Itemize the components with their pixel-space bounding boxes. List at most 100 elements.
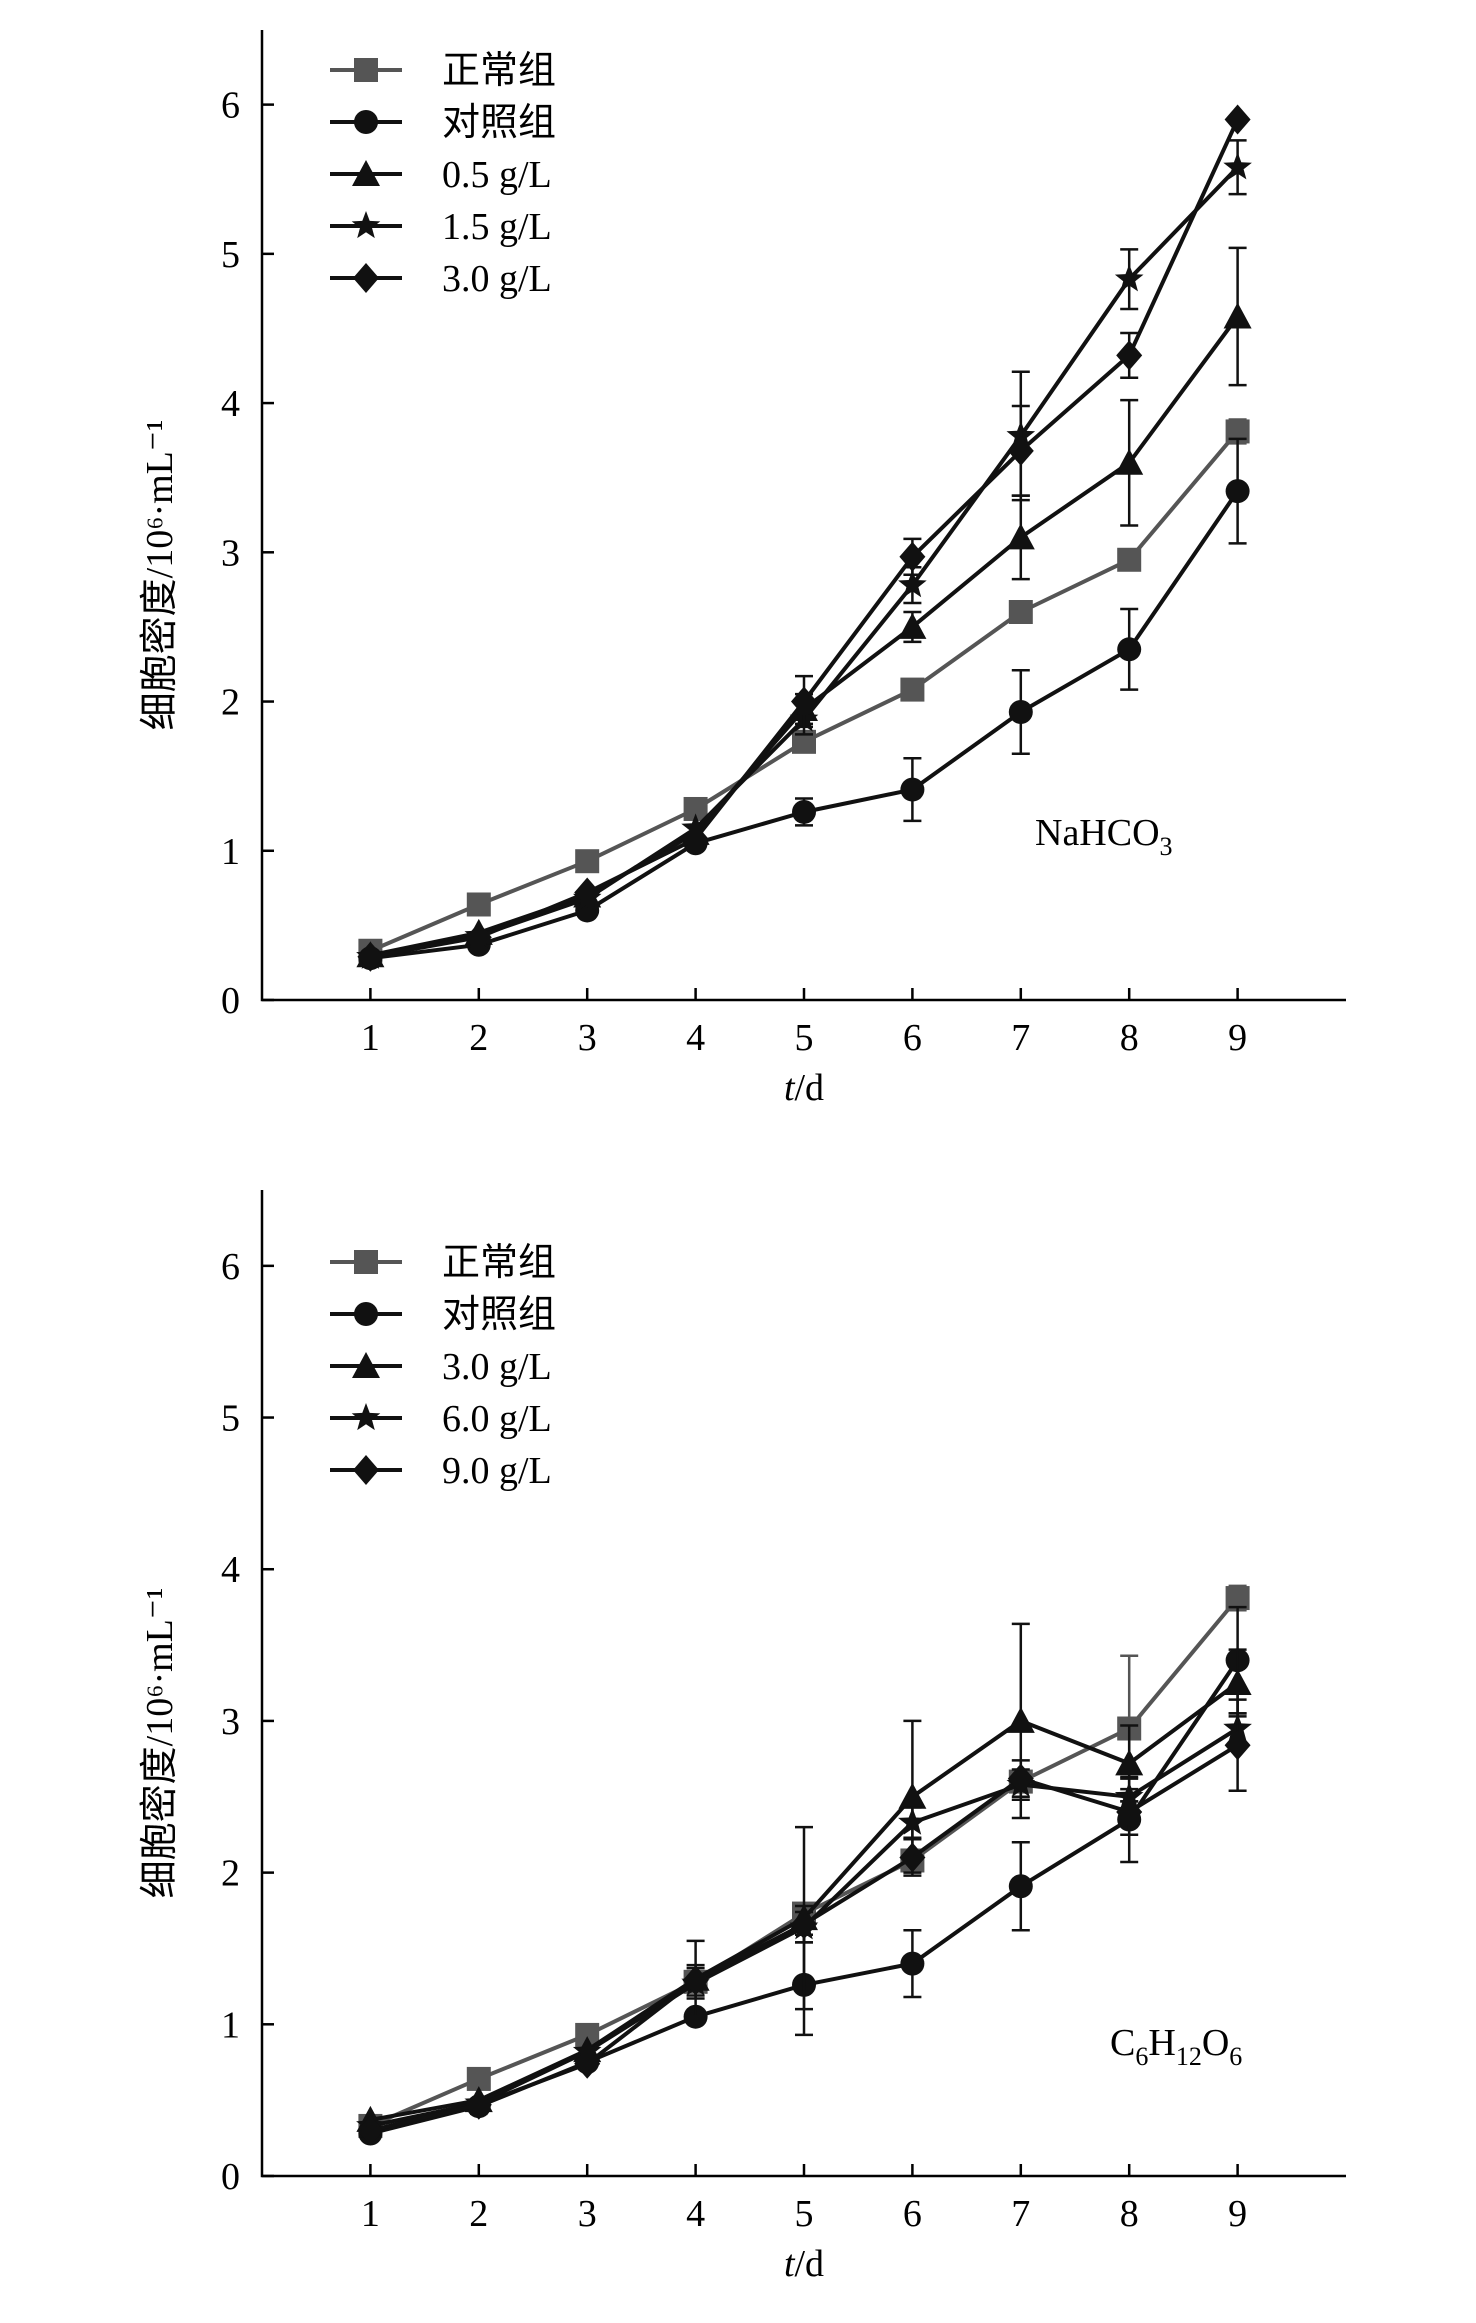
data-point [466,892,491,917]
chart-annotation: NaHCO3 [1035,812,1173,861]
y-tick-label: 3 [221,1701,240,1743]
data-point [1008,600,1033,624]
legend-label: 正常组 [442,1242,556,1284]
y-tick-label: 2 [221,682,240,724]
data-point [574,877,601,908]
x-axis-title: t/d [784,2243,824,2285]
x-tick-label: 4 [686,2193,705,2235]
data-point [1007,435,1034,466]
legend-label: 1.5 g/L [442,206,552,248]
x-tick-label: 2 [469,1017,488,1059]
y-tick-label: 1 [221,831,240,873]
data-point [1006,1706,1035,1733]
legend-label: 对照组 [442,102,556,144]
data-point [1007,1763,1034,1794]
data-point [898,1807,927,1835]
series-4 [357,104,1251,972]
legend-label: 3.0 g/L [442,1346,552,1388]
data-point [899,541,926,572]
data-point [1225,479,1250,504]
x-tick-label: 9 [1228,1017,1247,1059]
y-tick-label: 3 [221,532,240,574]
data-point [898,1782,927,1809]
data-point [792,799,816,824]
legend-label: 对照组 [442,1294,556,1336]
legend-label: 9.0 g/L [442,1450,552,1492]
data-point [1117,547,1142,572]
data-point [1117,637,1142,662]
data-point [1115,1749,1144,1776]
data-point [900,777,925,802]
series-4 [357,1698,1251,2146]
data-point [575,849,600,874]
x-tick-label: 3 [578,2193,597,2235]
y-tick-label: 6 [221,85,240,127]
legend-label: 正常组 [442,50,556,92]
data-point [1006,523,1035,550]
legend-marker [351,211,381,239]
legend-label: 0.5 g/L [442,154,552,196]
data-point [898,570,927,598]
data-point [1008,1874,1033,1899]
y-tick-label: 0 [221,2156,240,2198]
chart-annotation: C6H12O6 [1110,2022,1242,2071]
data-point [791,686,817,717]
legend-label: 3.0 g/L [442,258,552,300]
x-tick-label: 5 [795,1017,814,1059]
data-point [465,922,492,953]
y-tick-label: 4 [221,1549,240,1591]
legend-marker [353,263,379,293]
legend-marker [351,1403,381,1431]
legend-marker [354,1302,378,1326]
data-point [1224,104,1251,135]
y-tick-label: 6 [221,1246,240,1288]
data-point [899,1842,926,1873]
legend-marker [354,58,378,82]
x-tick-label: 8 [1120,2193,1139,2235]
series-line [369,315,1240,958]
x-tick-label: 8 [1120,1017,1139,1059]
data-point [1223,302,1252,329]
y-tick-label: 4 [221,383,240,425]
x-tick-label: 1 [361,2193,380,2235]
x-tick-label: 7 [1011,1017,1030,1059]
legend-marker [354,110,378,134]
data-point [465,2089,492,2120]
x-axis-title: t/d [784,1067,824,1109]
axes-frame [260,30,1346,1002]
data-point [900,1951,925,1976]
data-point [1223,1669,1252,1695]
data-point [898,612,927,639]
y-tick-label: 5 [221,1398,240,1440]
y-tick-label: 2 [221,1853,240,1895]
data-point [791,1909,817,1940]
legend-marker [352,1352,380,1378]
x-tick-label: 4 [686,1017,705,1059]
data-point [1008,699,1033,724]
data-point [1224,1730,1251,1761]
x-tick-label: 6 [903,1017,922,1059]
data-point [1115,448,1144,475]
legend-marker [354,1250,378,1274]
data-point [574,2048,601,2079]
data-point [682,823,709,854]
data-point [1116,1796,1143,1827]
data-point [1116,340,1143,371]
legend-marker [352,160,380,186]
x-tick-label: 2 [469,2193,488,2235]
data-point [357,2115,384,2146]
data-point [357,941,384,972]
x-tick-label: 9 [1228,2193,1247,2235]
legend-label: 6.0 g/L [442,1398,552,1440]
x-tick-label: 3 [578,1017,597,1059]
data-point [682,1965,709,1996]
x-tick-label: 5 [795,2193,814,2235]
y-tick-label: 1 [221,2004,240,2046]
data-point [1114,264,1144,292]
data-point [900,677,925,702]
